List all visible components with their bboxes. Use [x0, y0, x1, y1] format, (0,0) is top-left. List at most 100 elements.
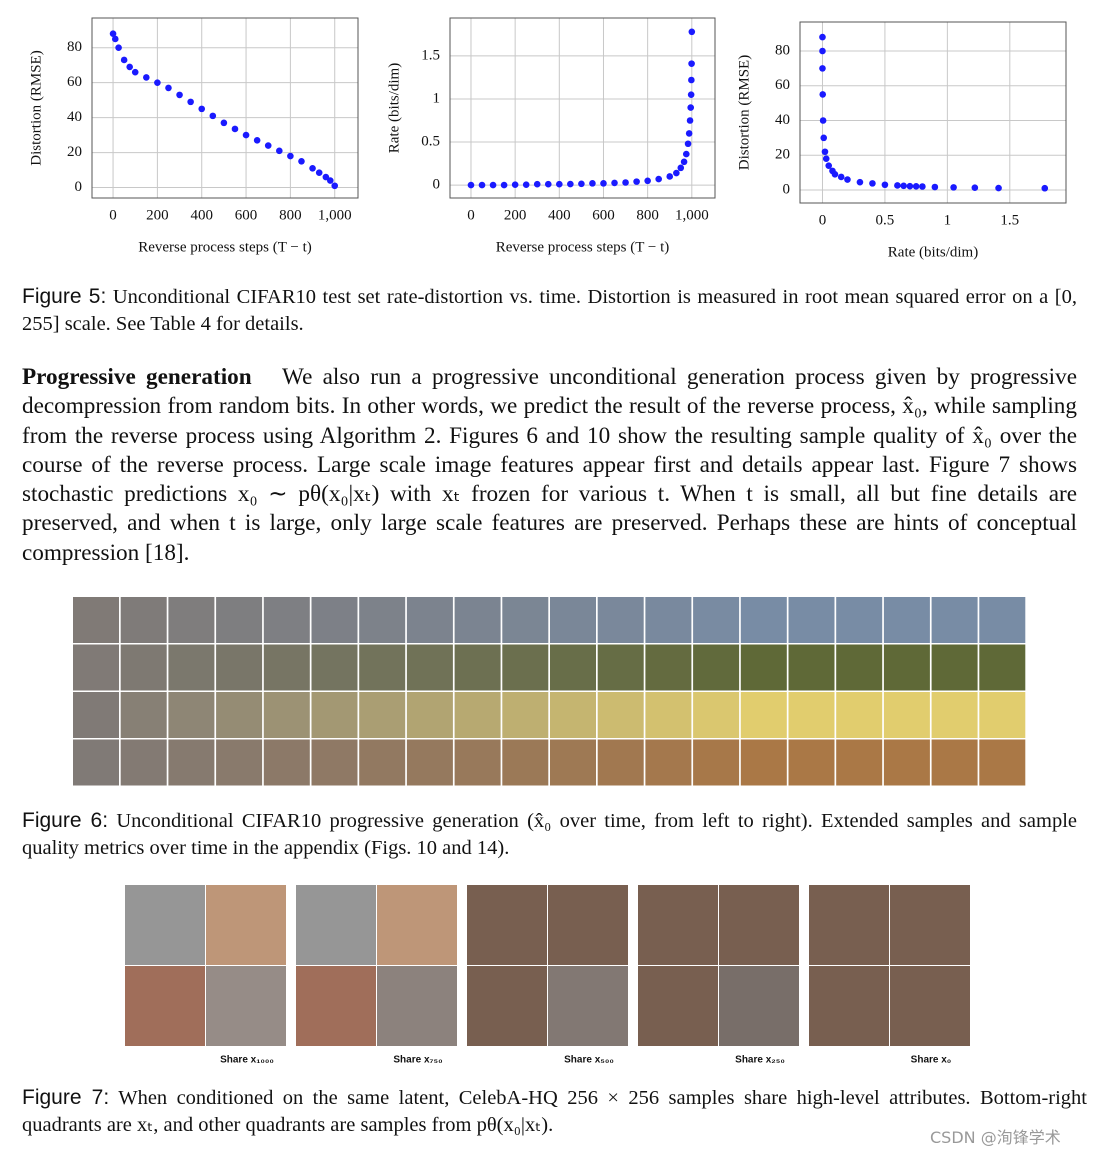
data-point	[209, 112, 217, 120]
image-tile	[73, 597, 119, 643]
y-tick-label: 0	[783, 181, 791, 197]
image-tile	[788, 644, 835, 691]
data-point	[600, 180, 607, 187]
data-point	[673, 169, 680, 177]
image-tile	[263, 644, 310, 691]
caption-text: Unconditional CIFAR10 test set rate-dist…	[22, 286, 1078, 335]
data-point	[856, 178, 864, 186]
image-tile	[73, 692, 119, 738]
data-point	[971, 184, 979, 192]
image-tile	[836, 739, 883, 786]
image-tile	[216, 739, 263, 786]
x-tick-label: 400	[190, 207, 213, 223]
image-tile	[638, 885, 718, 965]
data-point	[126, 63, 133, 71]
image-tile	[263, 739, 310, 786]
data-point	[912, 183, 920, 190]
image-tile	[693, 597, 740, 643]
x-tick-label: 200	[504, 207, 527, 223]
x-tick-label: 0	[819, 212, 827, 228]
figure-6-images	[73, 597, 1026, 786]
image-tile	[168, 597, 215, 643]
data-point	[544, 180, 552, 188]
image-tile	[597, 692, 644, 738]
data-point	[687, 91, 695, 98]
image-tile	[883, 739, 930, 786]
data-point	[220, 119, 228, 127]
image-tile	[979, 692, 1026, 738]
figure-label: Figure 7:	[22, 1086, 110, 1109]
image-tile	[73, 644, 119, 691]
image-tile	[597, 644, 644, 691]
image-tile	[311, 692, 358, 738]
image-tile	[788, 739, 835, 786]
x-tick-label: 1,000	[318, 207, 352, 223]
data-point	[287, 152, 294, 160]
y-tick-label: 60	[775, 77, 790, 93]
x-axis-label: Rate (bits/dim)	[888, 244, 978, 260]
image-tile	[377, 885, 457, 965]
watermark: CSDN @洵锋学术	[930, 1128, 1061, 1147]
data-point	[825, 162, 833, 169]
figure-label: Figure 6:	[22, 809, 109, 832]
image-tile	[120, 692, 167, 738]
data-point	[906, 182, 914, 190]
x-tick-label: 400	[548, 207, 571, 223]
image-tile	[125, 966, 205, 1046]
image-tile	[931, 692, 978, 738]
data-point	[567, 180, 574, 188]
image-tile	[216, 597, 263, 643]
image-tile	[883, 644, 930, 691]
data-point	[611, 179, 618, 187]
data-point	[578, 180, 585, 188]
data-point	[331, 182, 339, 190]
data-point	[198, 105, 206, 113]
data-point	[655, 175, 662, 183]
image-tile	[740, 739, 787, 786]
data-point	[680, 158, 688, 166]
image-tile	[296, 966, 376, 1046]
data-point	[253, 137, 261, 144]
x-tick-label: 1.5	[1000, 212, 1019, 228]
y-axis-label: Distortion (RMSE)	[736, 55, 752, 170]
image-tile	[206, 885, 286, 965]
image-tile	[740, 644, 787, 691]
x-tick-label: 200	[146, 207, 169, 223]
image-tile	[406, 692, 453, 738]
data-point	[819, 47, 826, 55]
image-tile	[788, 597, 835, 643]
y-tick-label: 80	[67, 39, 82, 55]
image-tile	[836, 692, 883, 738]
y-tick-label: 0	[433, 177, 441, 193]
data-point	[682, 150, 690, 158]
x-axis-label: Reverse process steps (T − t)	[138, 239, 312, 255]
image-tile	[120, 644, 167, 691]
image-tile	[168, 692, 215, 738]
image-tile	[550, 597, 596, 643]
figure-7-images: Share x₁₀₀₀ Share x₇₅₀ Share x₅₀₀ Share x₂₅…	[125, 885, 970, 1066]
data-point	[687, 104, 695, 111]
image-tile	[311, 644, 358, 691]
y-tick-label: 40	[67, 109, 82, 125]
y-tick-label: 80	[775, 42, 790, 58]
image-tile	[168, 644, 215, 691]
image-tile	[740, 692, 787, 738]
data-point	[115, 44, 122, 52]
image-tile	[809, 885, 889, 965]
data-point	[176, 91, 183, 99]
plot-frame	[799, 21, 1067, 204]
image-tile	[263, 597, 310, 643]
image-tile	[454, 597, 501, 643]
data-point	[677, 164, 685, 172]
data-point	[684, 140, 692, 148]
data-point	[511, 181, 519, 188]
image-tile	[979, 644, 1026, 691]
y-tick-label: 1.5	[421, 47, 440, 63]
image-tile	[467, 966, 547, 1046]
data-point	[881, 181, 889, 189]
y-tick-label: 0.5	[421, 133, 440, 149]
image-tile	[206, 966, 286, 1046]
image-tile	[740, 597, 787, 643]
data-point	[556, 180, 563, 188]
x-tick-label: 800	[279, 207, 302, 223]
